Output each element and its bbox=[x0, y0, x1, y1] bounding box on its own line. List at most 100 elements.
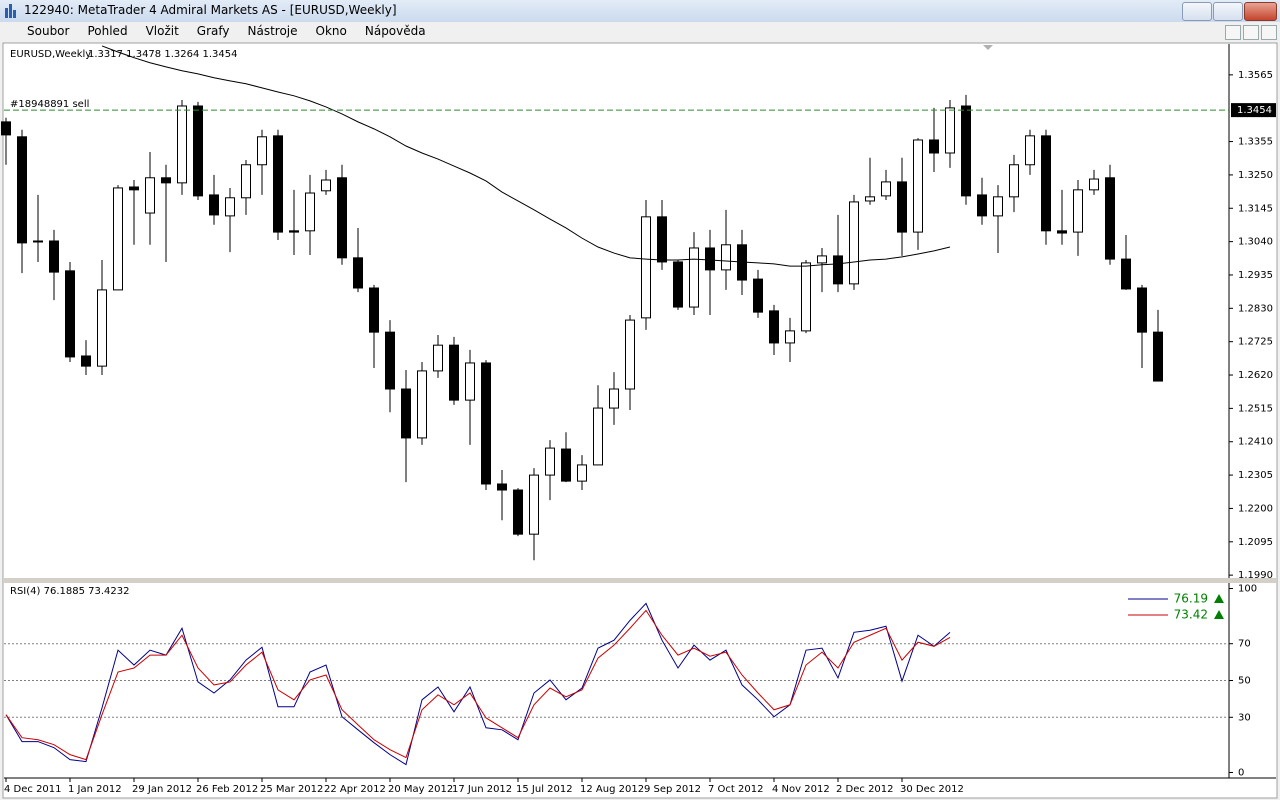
price-tick-label: 1.3040 bbox=[1238, 237, 1273, 248]
chart-title: EURUSD,Weekly bbox=[10, 49, 91, 60]
candle-body bbox=[545, 447, 555, 476]
chart-frame bbox=[2, 42, 1278, 799]
candle-body bbox=[1, 121, 11, 136]
time-label: 4 Dec 2011 bbox=[4, 784, 62, 795]
candle-body bbox=[273, 135, 283, 233]
candle-body bbox=[833, 255, 843, 285]
time-label: 20 May 2012 bbox=[388, 784, 453, 795]
legend-label: 73.42 bbox=[1174, 608, 1208, 622]
candle-body bbox=[49, 240, 59, 273]
candle-body bbox=[785, 330, 795, 344]
menu-item[interactable]: Nápověda bbox=[364, 24, 426, 38]
candle-body bbox=[1025, 135, 1035, 166]
price-tick-label: 1.2935 bbox=[1238, 270, 1273, 281]
rsi-line bbox=[5, 602, 951, 766]
title-bar: 122940: MetaTrader 4 Admiral Markets AS … bbox=[0, 0, 1280, 22]
candle-body bbox=[865, 196, 875, 202]
menu-item[interactable]: Soubor bbox=[27, 24, 70, 38]
candle-body bbox=[561, 448, 571, 482]
time-label: 15 Jul 2012 bbox=[516, 784, 573, 795]
menu-bar: Soubor Pohled Vložit Grafy Nástroje Okno Nápov… bbox=[0, 22, 1280, 42]
candle-body bbox=[641, 216, 651, 319]
rsi-tick-label: 50 bbox=[1238, 676, 1251, 687]
menu-item[interactable]: Pohled bbox=[87, 24, 128, 38]
candle-body bbox=[897, 181, 907, 233]
candle-body bbox=[481, 362, 491, 485]
price-tick-label: 1.3565 bbox=[1238, 70, 1273, 81]
candle-body bbox=[145, 177, 155, 214]
rsi-title: RSI(4) 76.1885 73.4232 bbox=[10, 586, 129, 597]
menu-item[interactable]: Vložit bbox=[145, 24, 179, 38]
time-label: 2 Dec 2012 bbox=[836, 784, 894, 795]
time-label: 26 Feb 2012 bbox=[196, 784, 258, 795]
candle-body bbox=[241, 164, 251, 199]
chart: EURUSD,Weekly 1.3317 1.3478 1.3264 1.345… bbox=[1, 42, 1278, 799]
candle-body bbox=[369, 287, 379, 333]
window-title: 122940: MetaTrader 4 Admiral Markets AS … bbox=[24, 3, 397, 17]
candle-body bbox=[1009, 164, 1019, 198]
minimize-button[interactable] bbox=[1182, 2, 1212, 21]
price-tick-label: 1.2200 bbox=[1238, 503, 1273, 514]
price-tick-label: 1.2305 bbox=[1238, 470, 1273, 481]
candle-body bbox=[577, 464, 587, 482]
candle-body bbox=[961, 105, 971, 197]
price-tick-label: 1.3250 bbox=[1238, 170, 1273, 181]
price-tick-label: 1.3355 bbox=[1238, 137, 1273, 148]
candle-body bbox=[81, 355, 91, 367]
candle-body bbox=[753, 278, 763, 313]
candle-body bbox=[465, 362, 475, 401]
candle-body bbox=[225, 197, 235, 217]
legend-label: 76.19 bbox=[1174, 592, 1208, 606]
candle-body bbox=[17, 136, 27, 244]
rsi-tick-label: 0 bbox=[1238, 767, 1244, 778]
candle-body bbox=[161, 177, 171, 184]
candle-body bbox=[529, 474, 539, 535]
candle-body bbox=[801, 262, 811, 332]
candle-body bbox=[881, 181, 891, 197]
time-label: 25 Mar 2012 bbox=[260, 784, 323, 795]
price-box-label: 1.3454 bbox=[1237, 105, 1272, 116]
price-tick-label: 1.2620 bbox=[1238, 370, 1273, 381]
candle-body bbox=[913, 139, 923, 233]
panel-separator bbox=[4, 578, 1276, 583]
candle-body bbox=[657, 216, 667, 263]
candle-body bbox=[945, 107, 955, 154]
time-label: 30 Dec 2012 bbox=[900, 784, 964, 795]
menu-item[interactable]: Grafy bbox=[196, 24, 230, 38]
rsi-line bbox=[5, 609, 951, 761]
close-button[interactable] bbox=[1244, 2, 1277, 21]
price-tick-label: 1.1990 bbox=[1238, 570, 1273, 581]
mdi-close[interactable] bbox=[1261, 25, 1277, 40]
candle-body bbox=[113, 187, 123, 291]
candle-body bbox=[353, 257, 363, 289]
candle-body bbox=[257, 136, 267, 166]
menu-item[interactable]: Okno bbox=[315, 24, 347, 38]
time-label: 22 Apr 2012 bbox=[324, 784, 386, 795]
candle-body bbox=[1041, 135, 1051, 232]
candle-body bbox=[289, 230, 299, 233]
price-tick-label: 1.2095 bbox=[1238, 537, 1273, 548]
rsi-tick-label: 70 bbox=[1238, 639, 1251, 650]
candle-body bbox=[1105, 177, 1115, 260]
order-label: #18948891 sell bbox=[10, 99, 89, 110]
candle-body bbox=[513, 489, 523, 535]
price-tick-label: 1.3145 bbox=[1238, 203, 1273, 214]
time-label: 12 Aug 2012 bbox=[580, 784, 644, 795]
menu-item[interactable]: Nástroje bbox=[247, 24, 298, 38]
mdi-restore[interactable] bbox=[1243, 25, 1259, 40]
candle-body bbox=[721, 244, 731, 271]
candle-body bbox=[929, 139, 939, 154]
candle-body bbox=[305, 192, 315, 232]
candle-body bbox=[177, 105, 187, 184]
candle-body bbox=[433, 344, 443, 372]
mdi-minimize[interactable] bbox=[1225, 25, 1241, 40]
candle-body bbox=[609, 388, 619, 409]
maximize-button[interactable] bbox=[1213, 2, 1243, 21]
candle-body bbox=[769, 310, 779, 344]
candle-body bbox=[417, 370, 427, 439]
candle-body bbox=[1153, 331, 1163, 382]
time-label: 9 Sep 2012 bbox=[644, 784, 701, 795]
price-box bbox=[1231, 103, 1276, 118]
time-label: 1 Jan 2012 bbox=[68, 784, 122, 795]
time-label: 29 Jan 2012 bbox=[132, 784, 192, 795]
